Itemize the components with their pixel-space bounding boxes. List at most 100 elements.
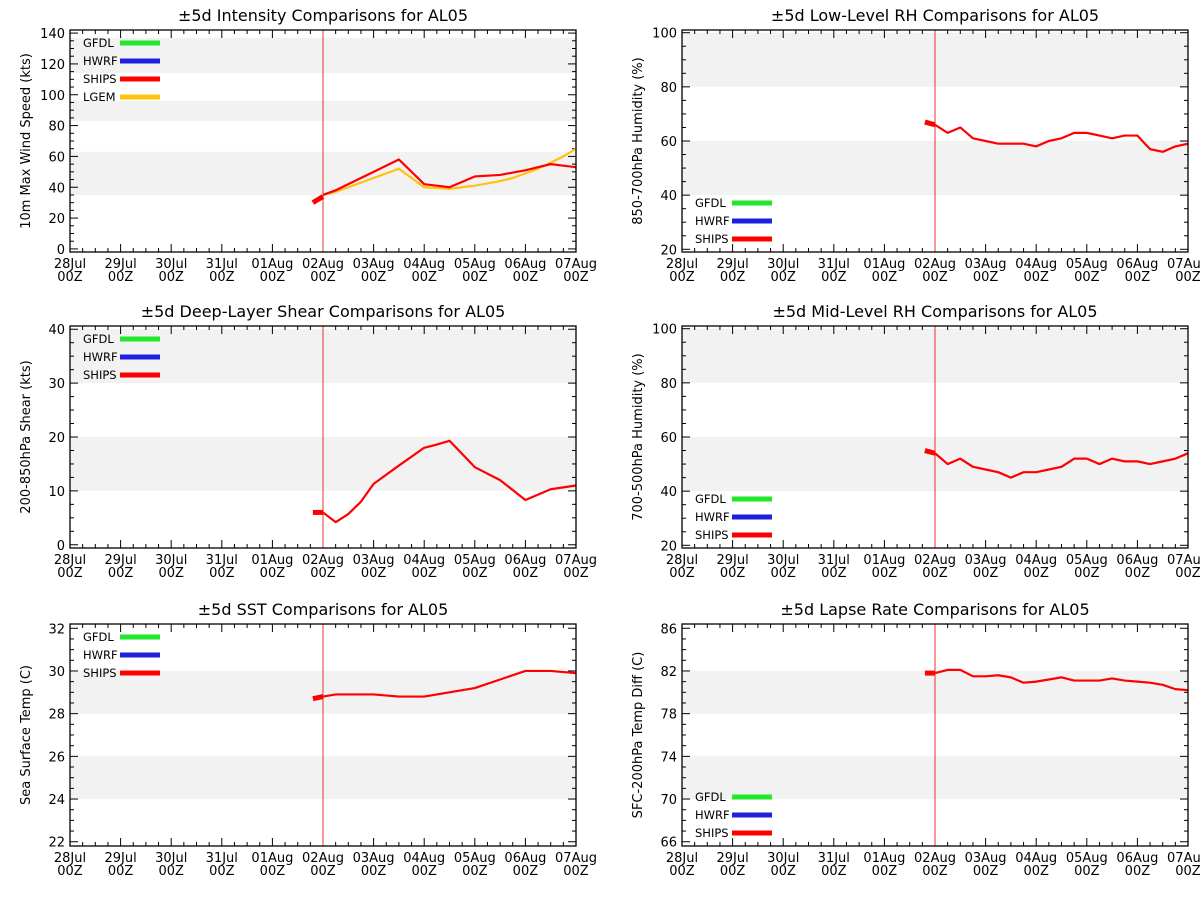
series-group [924, 119, 1188, 153]
y-tick-label: 86 [660, 622, 677, 637]
x-tick-label-hour: 00Z [770, 270, 796, 285]
x-tick-label-hour: 00Z [361, 566, 387, 581]
chart-panel-4: ±5d Mid-Level RH Comparisons for AL05 700… [631, 302, 1200, 581]
x-tick-label-hour: 00Z [158, 864, 184, 879]
x-tick-label-hour: 00Z [563, 566, 589, 581]
x-tick-label-date: 04Aug [1015, 257, 1057, 272]
x-tick-label-hour: 00Z [57, 270, 83, 285]
series-stub-line [311, 194, 325, 205]
x-tick-label-hour: 00Z [669, 566, 695, 581]
x-tick-label-date: 04Aug [1015, 851, 1057, 866]
x-tick-label-date: 07Aug [555, 553, 597, 568]
x-tick-label-hour: 00Z [720, 566, 746, 581]
x-tick-label-hour: 00Z [1125, 864, 1151, 879]
x-tick-label-hour: 00Z [922, 270, 948, 285]
series-line-lgem [322, 147, 576, 197]
y-tick-label: 100 [652, 27, 677, 42]
chart-panel-2: ±5d Low-Level RH Comparisons for AL05 850… [631, 6, 1200, 285]
legend-label: HWRF [83, 350, 118, 364]
x-tick-label-date: 29Jul [104, 553, 136, 568]
series-group [312, 439, 576, 524]
x-tick-label-hour: 00Z [1125, 566, 1151, 581]
y-tick-label: 0 [57, 539, 65, 554]
legend-label: GFDL [695, 790, 726, 804]
y-tick-label: 24 [48, 793, 65, 808]
chart-title: ±5d Lapse Rate Comparisons for AL05 [780, 600, 1089, 619]
x-tick-label-date: 02Aug [914, 257, 956, 272]
x-tick-label-hour: 00Z [411, 864, 437, 879]
x-tick-label-date: 03Aug [353, 851, 395, 866]
x-tick-label-hour: 00Z [310, 270, 336, 285]
series-line-ships [934, 668, 1188, 692]
y-tick-label: 82 [660, 665, 677, 680]
chart-panel-1: ±5d Intensity Comparisons for AL05 10m Ma… [19, 6, 597, 285]
legend-label: SHIPS [695, 232, 729, 246]
x-tick-label-date: 03Aug [965, 851, 1007, 866]
x-tick-label-hour: 00Z [1175, 566, 1200, 581]
x-tick-label-date: 30Jul [155, 553, 187, 568]
x-tick-label-date: 02Aug [302, 257, 344, 272]
legend-label: SHIPS [83, 368, 117, 382]
x-tick-label-hour: 00Z [209, 270, 235, 285]
y-axis-label: SFC-200hPa Temp Diff (C) [631, 652, 646, 819]
legend-label: HWRF [695, 510, 730, 524]
x-tick-label-date: 05Aug [454, 553, 496, 568]
x-tick-label-date: 01Aug [251, 851, 293, 866]
x-tick-label-hour: 00Z [108, 864, 134, 879]
series-group [924, 668, 1188, 692]
x-tick-label-hour: 00Z [361, 270, 387, 285]
y-tick-label: 80 [660, 81, 677, 96]
x-tick-label-hour: 00Z [973, 270, 999, 285]
x-tick-label-hour: 00Z [209, 864, 235, 879]
y-tick-label: 28 [48, 708, 65, 723]
x-tick-label-hour: 00Z [108, 566, 134, 581]
legend-label: SHIPS [695, 826, 729, 840]
y-tick-label: 0 [57, 243, 65, 258]
y-tick-label: 30 [48, 377, 65, 392]
y-tick-label: 80 [48, 120, 65, 135]
chart-title: ±5d Intensity Comparisons for AL05 [178, 6, 468, 25]
y-tick-label: 10 [48, 485, 65, 500]
plot-frame [681, 623, 1189, 847]
x-tick-label-hour: 00Z [821, 566, 847, 581]
x-tick-label-hour: 00Z [158, 566, 184, 581]
x-tick-label-hour: 00Z [770, 864, 796, 879]
y-tick-label: 20 [660, 243, 677, 258]
x-tick-label-date: 04Aug [403, 851, 445, 866]
x-tick-label-hour: 00Z [669, 864, 695, 879]
x-tick-label-date: 06Aug [1116, 257, 1158, 272]
x-tick-label-hour: 00Z [411, 566, 437, 581]
plot-frame [681, 325, 1189, 549]
y-tick-label: 100 [40, 89, 65, 104]
x-tick-label-date: 05Aug [454, 851, 496, 866]
legend-label: SHIPS [83, 666, 117, 680]
x-tick-label-hour: 00Z [462, 864, 488, 879]
x-tick-label-date: 05Aug [1066, 851, 1108, 866]
series-group [924, 448, 1188, 479]
x-tick-label-hour: 00Z [872, 864, 898, 879]
legend-label: GFDL [695, 492, 726, 506]
y-tick-label: 30 [48, 665, 65, 680]
series-line-ships [322, 158, 576, 196]
x-tick-label-date: 31Jul [818, 553, 850, 568]
y-tick-label: 20 [48, 431, 65, 446]
x-tick-label-hour: 00Z [411, 270, 437, 285]
x-tick-label-hour: 00Z [973, 864, 999, 879]
x-tick-label-hour: 00Z [260, 566, 286, 581]
y-tick-label: 80 [660, 377, 677, 392]
series-stub-line [924, 448, 936, 456]
x-tick-label-date: 05Aug [454, 257, 496, 272]
x-tick-label-hour: 00Z [513, 566, 539, 581]
x-tick-label-hour: 00Z [158, 270, 184, 285]
x-tick-label-date: 30Jul [155, 851, 187, 866]
series-line-ships [934, 123, 1188, 153]
y-tick-label: 32 [48, 622, 65, 637]
chart-title: ±5d Deep-Layer Shear Comparisons for AL0… [141, 302, 506, 321]
legend-label: HWRF [83, 648, 118, 662]
y-tick-label: 60 [660, 135, 677, 150]
chart-title: ±5d Mid-Level RH Comparisons for AL05 [772, 302, 1097, 321]
legend-label: HWRF [695, 214, 730, 228]
y-tick-label: 70 [660, 793, 677, 808]
x-tick-label-date: 31Jul [818, 257, 850, 272]
